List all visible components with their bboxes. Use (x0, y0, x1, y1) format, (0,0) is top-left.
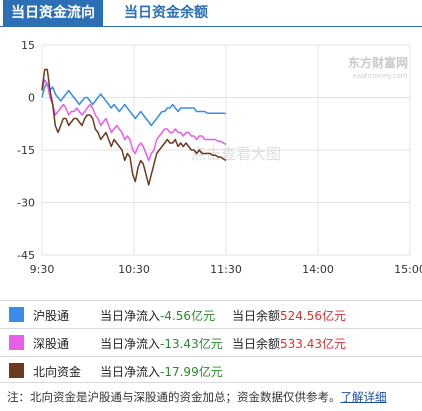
legend-row-north: 北向资金 当日净流入-17.99亿元 (0, 356, 422, 384)
legend-swatch-north (9, 363, 24, 378)
learn-more-link[interactable]: 了解详细 (340, 390, 387, 404)
y-tick-label: 15 (21, 39, 35, 52)
y-tick-label: -15 (17, 144, 35, 157)
x-tick-label: 14:00 (302, 263, 334, 276)
legend-name-north: 北向资金 (33, 365, 82, 379)
legend-name-sh: 沪股通 (33, 309, 70, 323)
series-line-1 (41, 79, 227, 162)
y-tick-label: -45 (17, 249, 35, 262)
legend-flow-label-sz: 当日净流入 (100, 337, 161, 351)
tab-bar: 当日资金流向 当日资金余额 (0, 0, 422, 27)
legend-flow-value-north: -17.99亿元 (160, 365, 223, 379)
legend-flow-value-sh: -4.56亿元 (160, 309, 216, 323)
legend-swatch-sz (9, 335, 24, 350)
x-tick-label: 15:00 (394, 263, 422, 276)
tab-daily-flow[interactable]: 当日资金流向 (3, 0, 103, 26)
legend-row-sh: 沪股通 当日净流入-4.56亿元 当日余额524.56亿元 (0, 300, 422, 328)
legend-balance-label-sz: 当日余额 (232, 337, 281, 351)
legend-balance-label-sh: 当日余额 (232, 309, 281, 323)
legend-flow-label-north: 当日净流入 (100, 365, 161, 379)
footnote: 注：北向资金是沪股通与深股通的资金加总；资金数据仅供参考。了解详细 (0, 382, 422, 411)
y-tick-label: 0 (28, 92, 35, 105)
legend-flow-label-sh: 当日净流入 (100, 309, 161, 323)
fund-flow-chart[interactable]: 15 0 -15 -30 -459:30 10:30 11:30 14:00 15:00 东方财富… (0, 26, 422, 300)
watermark-brand: 东方财富网 (348, 55, 408, 70)
watermark-center: 点击查看大图 (191, 145, 281, 163)
legend-balance-value-sz: 533.43亿元 (280, 337, 347, 351)
legend-balance-value-sh: 524.56亿元 (280, 309, 347, 323)
legend-row-sz: 深股通 当日净流入-13.43亿元 当日余额533.43亿元 (0, 328, 422, 356)
footnote-text: 注：北向资金是沪股通与深股通的资金加总；资金数据仅供参考。 (7, 390, 341, 404)
legend-flow-value-sz: -13.43亿元 (160, 337, 223, 351)
watermark-brand-en: eastmoney.com (352, 72, 407, 80)
tab-daily-balance[interactable]: 当日资金余额 (124, 5, 208, 21)
x-tick-label: 9:30 (30, 263, 55, 276)
series-line-0 (41, 82, 227, 127)
x-tick-label: 10:30 (118, 263, 150, 276)
legend-name-sz: 深股通 (33, 337, 70, 351)
x-tick-label: 11:30 (210, 263, 242, 276)
y-tick-label: -30 (17, 197, 35, 210)
series-line-2 (41, 68, 227, 186)
legend-swatch-sh (9, 307, 24, 322)
